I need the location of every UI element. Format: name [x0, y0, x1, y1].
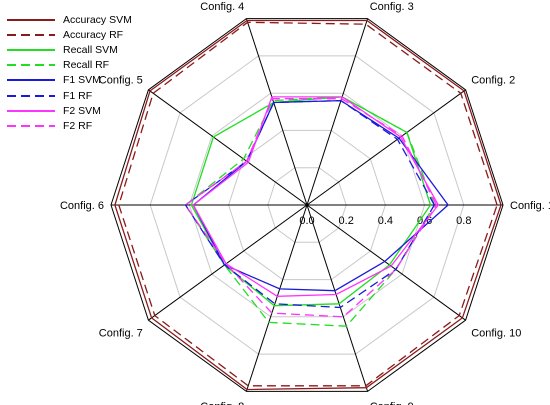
- spoke-8: [245, 204, 308, 392]
- category-label-5: Config. 5: [99, 75, 143, 87]
- series-line-f2-svm: [192, 96, 440, 297]
- series-line-recall-svm: [190, 96, 432, 307]
- category-label-1: Config. 1: [510, 200, 550, 212]
- legend-swatch: [7, 33, 55, 36]
- tick-label-0: 0.0: [299, 215, 314, 227]
- spoke-4: [245, 18, 308, 206]
- category-label-10: Config. 10: [471, 327, 521, 339]
- category-label-6: Config. 6: [60, 200, 104, 212]
- series-line-f2-rf: [184, 98, 438, 318]
- series-line-accuracy-svm: [114, 19, 502, 391]
- series-lines: [114, 19, 502, 391]
- legend: Accuracy SVM Accuracy RF Recall SVM Recall …: [7, 12, 132, 134]
- legend-label: Recall RF: [63, 59, 110, 72]
- legend-label: F1 RF: [63, 89, 93, 102]
- category-label-9: Config. 9: [370, 401, 414, 405]
- spoke-10: [306, 204, 466, 321]
- tick-label-2: 0.4: [378, 215, 393, 227]
- legend-item-accuracy-svm: Accuracy SVM: [7, 12, 132, 27]
- legend-item-f1-svm: F1 SVM: [7, 73, 132, 88]
- category-label-7: Config. 7: [99, 327, 143, 339]
- spoke-5: [148, 89, 308, 206]
- series-line-recall-rf: [184, 96, 436, 327]
- category-labels: Config. 1 Config. 2 Config. 3 Config. 4 Conf…: [60, 1, 550, 405]
- legend-item-recall-svm: Recall SVM: [7, 42, 132, 57]
- grid: [110, 18, 504, 392]
- legend-swatch: [7, 124, 55, 127]
- series-line-accuracy-rf: [118, 21, 498, 387]
- legend-swatch: [7, 79, 55, 82]
- category-label-4: Config. 4: [200, 1, 244, 13]
- legend-label: Accuracy SVM: [63, 13, 132, 26]
- legend-swatch: [7, 109, 55, 112]
- legend-item-f1-rf: F1 RF: [7, 88, 132, 103]
- spoke-3: [306, 18, 369, 206]
- spoke-2: [306, 89, 466, 206]
- category-label-2: Config. 2: [471, 75, 515, 87]
- legend-label: F2 RF: [63, 119, 93, 132]
- series-line-f1-rf: [184, 99, 436, 309]
- legend-item-f2-rf: F2 RF: [7, 118, 132, 133]
- legend-swatch: [7, 48, 55, 51]
- category-label-8: Config. 8: [200, 401, 244, 405]
- legend-swatch: [7, 64, 55, 67]
- legend-swatch: [7, 94, 55, 97]
- legend-item-accuracy-rf: Accuracy RF: [7, 27, 132, 42]
- category-label-3: Config. 3: [370, 1, 414, 13]
- spoke-7: [148, 204, 308, 321]
- radial-tick-labels: 0.0 0.2 0.4 0.6 0.8: [299, 215, 471, 227]
- tick-label-4: 0.8: [456, 215, 471, 227]
- legend-label: F1 SVM: [63, 74, 101, 87]
- spoke-9: [306, 204, 369, 392]
- tick-label-1: 0.2: [339, 215, 354, 227]
- legend-item-recall-rf: Recall RF: [7, 58, 132, 73]
- legend-label: Recall SVM: [63, 43, 118, 56]
- legend-label: F2 SVM: [63, 104, 101, 117]
- legend-swatch: [7, 18, 55, 21]
- legend-item-f2-svm: F2 SVM: [7, 103, 132, 118]
- legend-label: Accuracy RF: [63, 28, 124, 41]
